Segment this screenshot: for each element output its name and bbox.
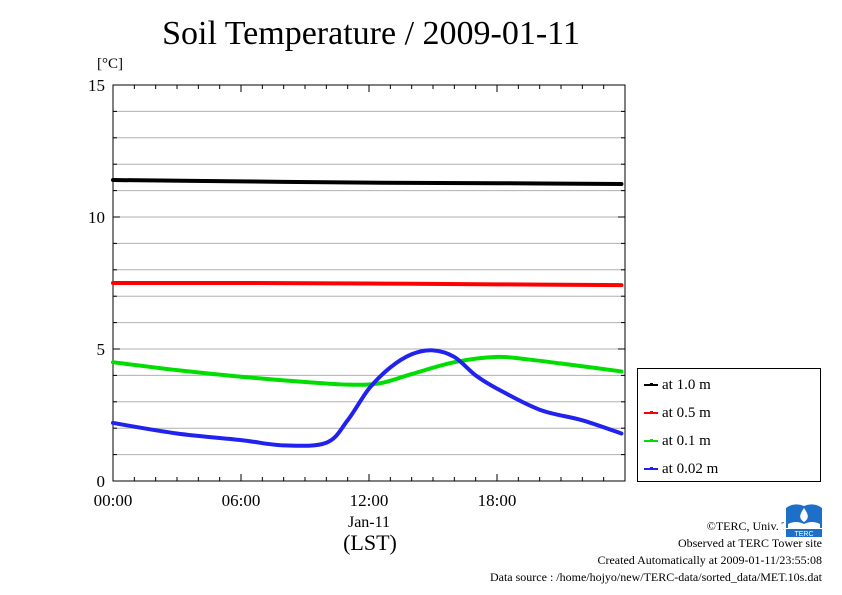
legend-label: at 0.1 m [662, 432, 711, 449]
legend-item: at 1.0 m [644, 373, 711, 397]
x-tick-label: 00:00 [94, 491, 133, 510]
legend-label: at 1.0 m [662, 376, 711, 393]
legend-item: at 0.5 m [644, 401, 711, 425]
credit-copyright: ©TERC, Univ. Tsukuba [706, 519, 822, 533]
chart-legend: at 1.0 m at 0.5 m at 0.1 m at 0.02 m [637, 368, 821, 482]
legend-item: at 0.1 m [644, 429, 711, 453]
x-date-label: Jan-11 [348, 514, 390, 531]
credit-observed: Observed at TERC Tower site [677, 536, 822, 550]
legend-swatch [644, 467, 658, 470]
terc-logo-icon: TERC [784, 502, 824, 538]
y-axis-unit: [°C] [97, 56, 123, 72]
credits-block: ©TERC, Univ. Tsukuba Observed at TERC To… [490, 518, 822, 586]
legend-label: at 0.02 m [662, 460, 719, 477]
credit-source: Data source : /home/hojyo/new/TERC-data/… [489, 570, 822, 584]
y-tick-label: 0 [97, 472, 106, 491]
y-tick-label: 15 [88, 76, 105, 95]
credit-created: Created Automatically at 2009-01-11/23:5… [597, 553, 822, 567]
series-line-0 [111, 178, 624, 186]
x-tick-label: 12:00 [350, 491, 389, 510]
legend-swatch [644, 411, 658, 414]
x-axis-unit: (LST) [343, 530, 397, 555]
legend-swatch [644, 439, 658, 442]
series-line-2 [111, 354, 624, 387]
legend-item: at 0.02 m [644, 457, 718, 481]
series-line-1 [111, 280, 624, 288]
legend-swatch [644, 383, 658, 386]
chart-title: Soil Temperature / 2009-01-11 [162, 15, 580, 52]
series-line-3 [111, 348, 624, 448]
x-tick-label: 06:00 [222, 491, 261, 510]
y-tick-label: 10 [88, 208, 105, 227]
svg-text:TERC: TERC [794, 531, 813, 538]
y-tick-label: 5 [97, 340, 106, 359]
x-tick-label: 18:00 [478, 491, 517, 510]
legend-label: at 0.5 m [662, 404, 711, 421]
